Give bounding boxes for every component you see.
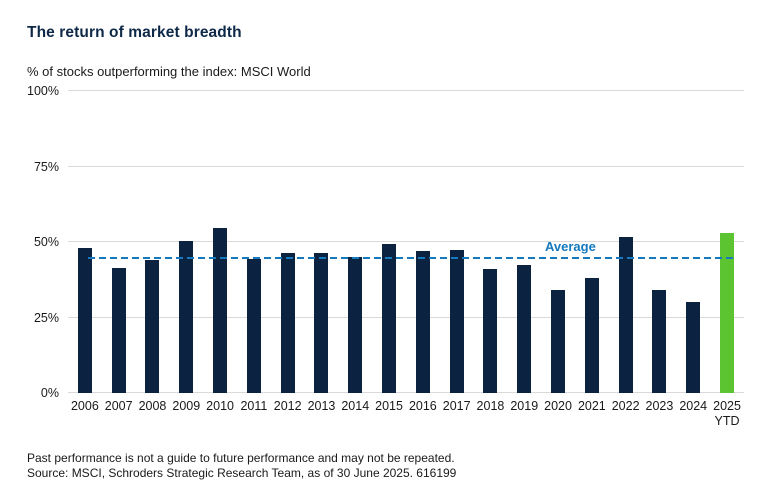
bar-slot bbox=[305, 91, 339, 393]
bar-2012 bbox=[280, 252, 295, 393]
bar-slot bbox=[575, 91, 609, 393]
x-tick-label-2021: 2021 bbox=[577, 399, 606, 413]
bar-2011 bbox=[246, 258, 261, 393]
x-tick-label-2012: 2012 bbox=[273, 399, 302, 413]
bar-slot bbox=[338, 91, 372, 393]
bar-slot bbox=[541, 91, 575, 393]
x-tick-label-2011: 2011 bbox=[240, 399, 268, 413]
bar-2007 bbox=[111, 267, 126, 393]
bar-2006 bbox=[77, 248, 92, 393]
bar-slot bbox=[440, 91, 474, 393]
bar-slot bbox=[406, 91, 440, 393]
bar-2017 bbox=[449, 249, 464, 393]
bar-2021 bbox=[584, 278, 599, 393]
bar-2016 bbox=[415, 251, 430, 393]
bar-slot bbox=[676, 91, 710, 393]
bar-slot bbox=[507, 91, 541, 393]
gridline-0 bbox=[68, 392, 744, 393]
bar-2020 bbox=[551, 290, 566, 393]
bars-container bbox=[68, 91, 744, 393]
x-tick-label-2007: 2007 bbox=[104, 399, 133, 413]
x-tick-label-2006: 2006 bbox=[70, 399, 99, 413]
y-tick-label-75: 75% bbox=[33, 159, 59, 174]
bar-slot bbox=[474, 91, 508, 393]
bar-2009 bbox=[179, 240, 194, 393]
x-tick-label-2022: 2022 bbox=[611, 399, 640, 413]
bar-2024 bbox=[686, 302, 701, 393]
bar-2008 bbox=[145, 260, 160, 393]
bar-slot bbox=[643, 91, 677, 393]
disclaimer-text: Past performance is not a guide to futur… bbox=[27, 451, 455, 465]
x-tick-label-2013: 2013 bbox=[307, 399, 336, 413]
chart-footer: Past performance is not a guide to futur… bbox=[27, 451, 755, 481]
y-tick-label-0: 0% bbox=[40, 386, 59, 400]
y-tick-label-25: 25% bbox=[33, 310, 59, 325]
x-tick-label-2024: 2024 bbox=[679, 399, 708, 413]
bar-2022 bbox=[618, 237, 633, 393]
bar-2014 bbox=[348, 257, 363, 393]
gridline-100 bbox=[68, 90, 744, 91]
bar-slot bbox=[203, 91, 237, 393]
bar-slot bbox=[710, 91, 744, 393]
x-axis-labels: 2006 2007 2008 2009 2010 2011 2012 2013 2014 2015… bbox=[68, 399, 744, 429]
x-tick-label-2020: 2020 bbox=[544, 399, 572, 413]
plot-area: Average 0% 25% 50% 75% 100% bbox=[27, 84, 744, 400]
bar-slot bbox=[102, 91, 136, 393]
bar-slot bbox=[68, 91, 102, 393]
chart-subtitle: % of stocks outperforming the index: MSC… bbox=[27, 64, 311, 79]
bar-slot bbox=[609, 91, 643, 393]
bar-2025-ytd bbox=[720, 232, 735, 393]
bar-2018 bbox=[483, 269, 498, 393]
bar-slot bbox=[169, 91, 203, 393]
bar-2019 bbox=[517, 264, 532, 393]
bar-slot bbox=[271, 91, 305, 393]
x-tick-label-2010: 2010 bbox=[206, 399, 234, 413]
chart-title: The return of market breadth bbox=[27, 24, 242, 41]
x-tick-label-2025-ytd: 2025 YTD bbox=[713, 399, 741, 428]
x-tick-label-2017: 2017 bbox=[442, 399, 471, 413]
x-tick-label-2015: 2015 bbox=[375, 399, 403, 413]
x-tick-label-2008: 2008 bbox=[138, 399, 167, 413]
bar-slot bbox=[372, 91, 406, 393]
source-text: Source: MSCI, Schroders Strategic Resear… bbox=[27, 466, 457, 480]
x-tick-label-2018: 2018 bbox=[476, 399, 505, 413]
bar-2013 bbox=[314, 252, 329, 393]
x-tick-label-2023: 2023 bbox=[645, 399, 674, 413]
bar-2023 bbox=[652, 290, 667, 393]
bar-2010 bbox=[213, 228, 228, 393]
x-tick-label-2019: 2019 bbox=[510, 399, 539, 413]
y-tick-label-100: 100% bbox=[27, 84, 59, 98]
gridline-50 bbox=[68, 241, 744, 242]
x-tick-label-2009: 2009 bbox=[172, 399, 201, 413]
x-tick-label-2016: 2016 bbox=[408, 399, 437, 413]
gridline-25 bbox=[68, 316, 744, 318]
gridline-75 bbox=[68, 165, 744, 167]
x-tick-label-2014: 2014 bbox=[341, 399, 370, 413]
y-tick-label-50: 50% bbox=[33, 235, 59, 249]
average-line bbox=[88, 257, 736, 260]
average-line-label: Average bbox=[545, 239, 596, 255]
bar-2015 bbox=[382, 243, 397, 393]
bar-slot bbox=[136, 91, 170, 393]
bar-slot bbox=[237, 91, 271, 393]
